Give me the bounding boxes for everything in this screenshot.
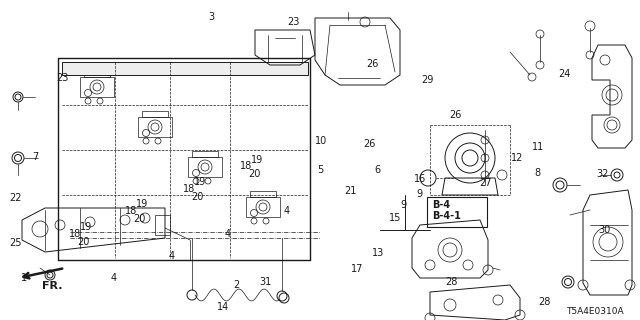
Text: 10: 10 [315,136,328,146]
Text: 16: 16 [414,174,427,184]
Text: 4: 4 [224,228,230,239]
Text: 26: 26 [364,139,376,149]
Text: 32: 32 [596,169,609,180]
Text: 29: 29 [421,75,434,85]
Text: 20: 20 [191,192,204,202]
Text: 3: 3 [208,12,214,22]
Text: 12: 12 [511,153,524,164]
Text: 9: 9 [400,200,406,210]
Text: FR.: FR. [42,281,62,291]
Text: 18: 18 [69,228,82,239]
Text: 28: 28 [445,276,458,287]
Text: 1: 1 [21,273,28,284]
Text: 24: 24 [558,69,571,79]
Text: 19: 19 [193,177,206,187]
Text: 18: 18 [182,184,195,194]
Text: 15: 15 [389,212,402,223]
Text: 28: 28 [538,297,550,308]
Text: 22: 22 [10,193,22,203]
Text: 26: 26 [366,59,379,69]
Text: 7: 7 [32,152,38,162]
Text: 14: 14 [216,302,229,312]
Text: 20: 20 [77,236,90,247]
Text: T5A4E0310A: T5A4E0310A [566,308,624,316]
Text: 13: 13 [371,248,384,258]
Text: 5: 5 [317,164,323,175]
Text: 20: 20 [248,169,261,180]
Text: 26: 26 [449,109,462,120]
Text: 11: 11 [531,142,544,152]
Text: 9: 9 [416,188,422,199]
Text: 27: 27 [479,178,492,188]
Text: 4: 4 [284,206,290,216]
Text: 30: 30 [598,225,611,236]
Text: B-4: B-4 [432,200,450,210]
Text: 21: 21 [344,186,357,196]
Text: 31: 31 [259,276,272,287]
Text: B-4-1: B-4-1 [432,211,461,221]
Text: 4: 4 [168,251,175,261]
Text: 18: 18 [125,206,138,216]
Text: 20: 20 [133,214,146,224]
Text: 8: 8 [534,168,541,178]
Text: 19: 19 [80,222,93,232]
Text: 6: 6 [374,164,381,175]
Text: 2: 2 [234,280,240,290]
Text: 23: 23 [56,73,69,84]
Text: 25: 25 [10,238,22,248]
Text: 17: 17 [351,264,364,274]
Text: 19: 19 [251,155,264,165]
Text: 19: 19 [136,199,148,209]
Polygon shape [62,62,308,75]
Text: 18: 18 [240,161,253,172]
Text: 4: 4 [111,273,117,284]
Text: 23: 23 [287,17,300,27]
